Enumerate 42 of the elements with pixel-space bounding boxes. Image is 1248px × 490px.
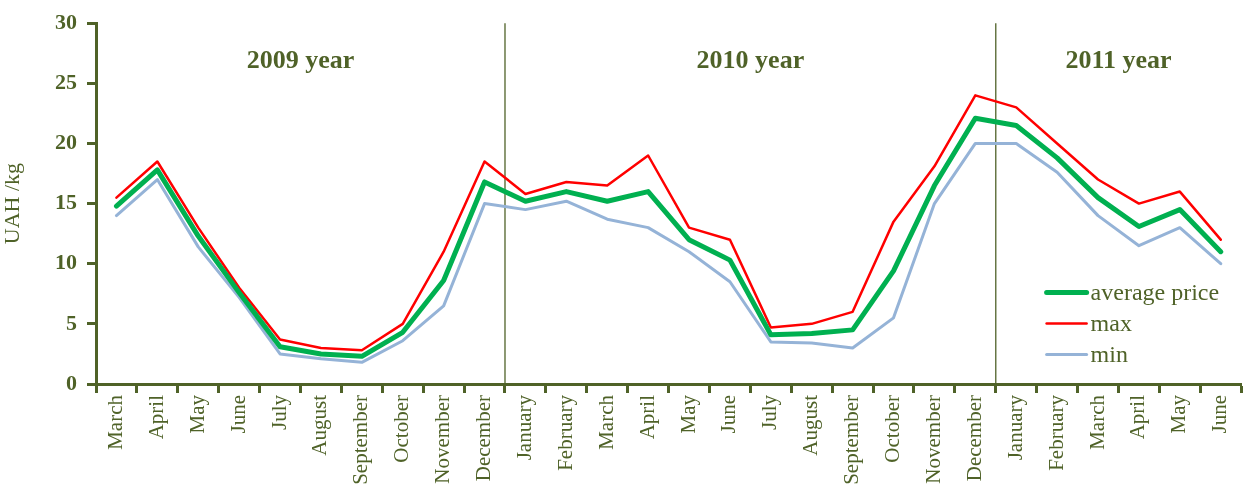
x-tick-label: November — [920, 395, 945, 484]
annotation: 2009 year — [246, 44, 355, 74]
x-tick-label: April — [1125, 394, 1150, 440]
legend-label: max — [1090, 309, 1132, 336]
y-tick-label: 15 — [55, 189, 77, 215]
x-tick-label: April — [143, 394, 168, 440]
y-tick-label: 10 — [55, 249, 77, 275]
x-tick-label: March — [593, 394, 618, 450]
y-tick-label: 30 — [55, 8, 77, 34]
x-tick-label: November — [430, 395, 455, 484]
x-tick-label: June — [716, 395, 741, 434]
y-tick-label: 5 — [66, 309, 77, 335]
x-tick-label: June — [225, 395, 250, 434]
x-tick-label: August — [798, 394, 823, 456]
annotation: 2010 year — [696, 44, 805, 74]
x-tick-label: January — [511, 394, 536, 461]
x-tick-label: December — [471, 395, 496, 482]
x-tick-label: February — [552, 394, 577, 471]
x-tick-label: April — [634, 394, 659, 440]
x-tick-label: August — [307, 394, 332, 456]
x-tick-label: July — [266, 394, 291, 431]
y-tick-label: 25 — [55, 69, 77, 95]
x-tick-label: September — [348, 395, 373, 485]
y-tick-label: 20 — [55, 129, 77, 155]
x-tick-label: February — [1043, 394, 1068, 471]
x-tick-label: May — [1166, 394, 1191, 434]
x-tick-label: October — [389, 395, 414, 463]
x-tick-label: May — [675, 394, 700, 434]
x-tick-label: September — [839, 395, 864, 485]
x-tick-label: May — [184, 394, 209, 434]
x-tick-label: October — [880, 395, 905, 463]
x-tick-label: January — [1002, 394, 1027, 461]
legend-label: average price — [1090, 278, 1220, 305]
legend-label: min — [1090, 340, 1128, 367]
y-tick-label: 0 — [66, 369, 77, 395]
x-tick-label: July — [757, 394, 782, 431]
y-axis-title: UAH /kg — [0, 162, 24, 245]
x-tick-label: December — [961, 395, 986, 482]
x-tick-label: March — [1084, 394, 1109, 450]
x-tick-label: June — [1207, 395, 1232, 434]
x-tick-label: March — [102, 394, 127, 450]
annotation: 2011 year — [1065, 44, 1172, 74]
